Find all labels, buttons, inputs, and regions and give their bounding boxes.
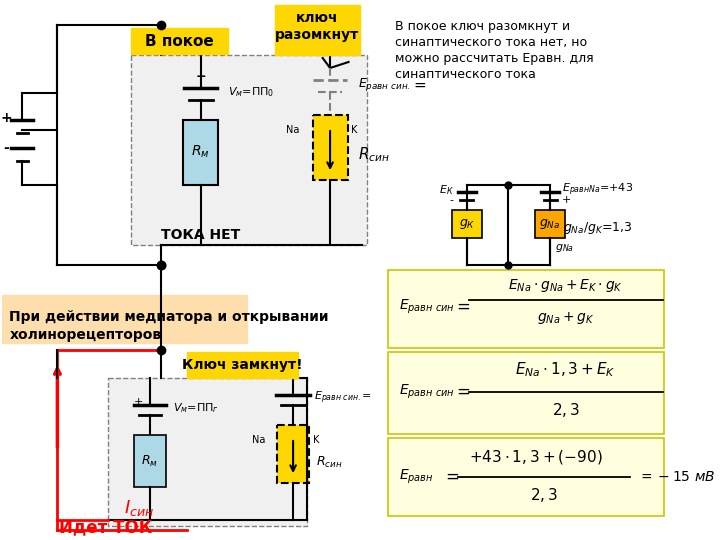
Text: +: +	[195, 70, 206, 83]
Text: $E_{равн\ син.}$=: $E_{равн\ син.}$=	[315, 390, 372, 406]
Text: +: +	[562, 195, 572, 205]
Text: $V_м$=ПП$_0$: $V_м$=ПП$_0$	[228, 85, 275, 99]
Text: синаптического тока нет, но: синаптического тока нет, но	[395, 36, 587, 49]
Text: $E_К$: $E_К$	[439, 183, 454, 197]
Text: $V_м$=ПП$_г$: $V_м$=ПП$_г$	[173, 401, 219, 415]
Text: $E_{равн\ син.}$: $E_{равн\ син.}$	[358, 77, 410, 93]
Text: +: +	[1, 111, 12, 125]
Text: $+43 \cdot 1,3 + (-90)$: $+43 \cdot 1,3 + (-90)$	[469, 448, 603, 466]
Bar	[183, 120, 218, 185]
Bar	[108, 378, 307, 526]
Text: В покое ключ разомкнут и: В покое ключ разомкнут и	[395, 20, 570, 33]
Bar	[186, 352, 297, 378]
Text: Ключ замкнут!: Ключ замкнут!	[182, 358, 302, 372]
Text: $R_{син}$: $R_{син}$	[358, 146, 390, 164]
Text: $I_{син}$: $I_{син}$	[124, 498, 154, 518]
Bar	[388, 352, 664, 434]
Text: разомкнут: разомкнут	[275, 28, 359, 42]
Text: холинорецепторов: холинорецепторов	[9, 328, 161, 342]
Bar	[388, 438, 664, 516]
Text: $g_{Na} + g_K$: $g_{Na} + g_K$	[537, 310, 595, 326]
Bar	[312, 115, 348, 180]
Text: +: +	[134, 397, 143, 407]
Text: =: =	[456, 383, 471, 401]
Text: Na: Na	[286, 125, 300, 135]
Text: $2,3$: $2,3$	[531, 486, 559, 504]
Text: $E_{Na} \cdot 1,3 + E_K$: $E_{Na} \cdot 1,3 + E_K$	[516, 361, 616, 379]
Text: можно рассчитать Еравн. для: можно рассчитать Еравн. для	[395, 52, 593, 65]
Text: =: =	[413, 78, 426, 92]
Text: =: =	[456, 298, 471, 316]
Text: $R_м$: $R_м$	[141, 454, 158, 469]
Bar	[134, 435, 166, 487]
Text: ТОКА НЕТ: ТОКА НЕТ	[161, 228, 240, 242]
Text: =: =	[446, 468, 459, 486]
Text: $g_{Na}/g_K$=1,3: $g_{Na}/g_K$=1,3	[563, 220, 633, 236]
Text: $g_{Na}$: $g_{Na}$	[554, 242, 574, 254]
Text: В покое: В покое	[145, 33, 214, 49]
Bar	[535, 210, 564, 238]
Text: $g_К$: $g_К$	[459, 217, 475, 231]
Bar	[388, 270, 664, 348]
Text: $R_м$: $R_м$	[192, 144, 210, 160]
Text: При действии медиатора и открывании: При действии медиатора и открывании	[9, 310, 329, 324]
Text: Na: Na	[252, 435, 266, 445]
Text: $g_{Na}$: $g_{Na}$	[539, 217, 561, 231]
Text: K: K	[312, 435, 319, 445]
Bar	[131, 55, 367, 245]
Text: Идет ТОК: Идет ТОК	[59, 518, 153, 536]
Text: $2,3$: $2,3$	[552, 401, 580, 419]
Text: $E_{равн}$: $E_{равн}$	[400, 468, 434, 486]
Text: $E_{Na} \cdot g_{Na} + E_K \cdot g_K$: $E_{Na} \cdot g_{Na} + E_K \cdot g_K$	[508, 278, 624, 294]
Text: синаптического тока: синаптического тока	[395, 68, 536, 81]
Text: $E_{равн\ син}$: $E_{равн\ син}$	[400, 298, 455, 316]
Text: K: K	[351, 125, 358, 135]
Text: $= -15\ мВ$: $= -15\ мВ$	[638, 470, 715, 484]
Bar	[2, 295, 247, 343]
Bar	[274, 5, 360, 55]
Text: -: -	[450, 195, 454, 205]
Text: $E_{равнNa}$=+43: $E_{равнNa}$=+43	[562, 182, 633, 198]
Bar	[131, 28, 228, 54]
Text: ключ: ключ	[296, 11, 338, 25]
Bar	[452, 210, 482, 238]
Text: $E_{равн\ син}$: $E_{равн\ син}$	[400, 383, 455, 401]
Text: -: -	[4, 141, 9, 155]
Bar	[277, 425, 309, 483]
Text: $R_{син}$: $R_{син}$	[316, 455, 343, 470]
